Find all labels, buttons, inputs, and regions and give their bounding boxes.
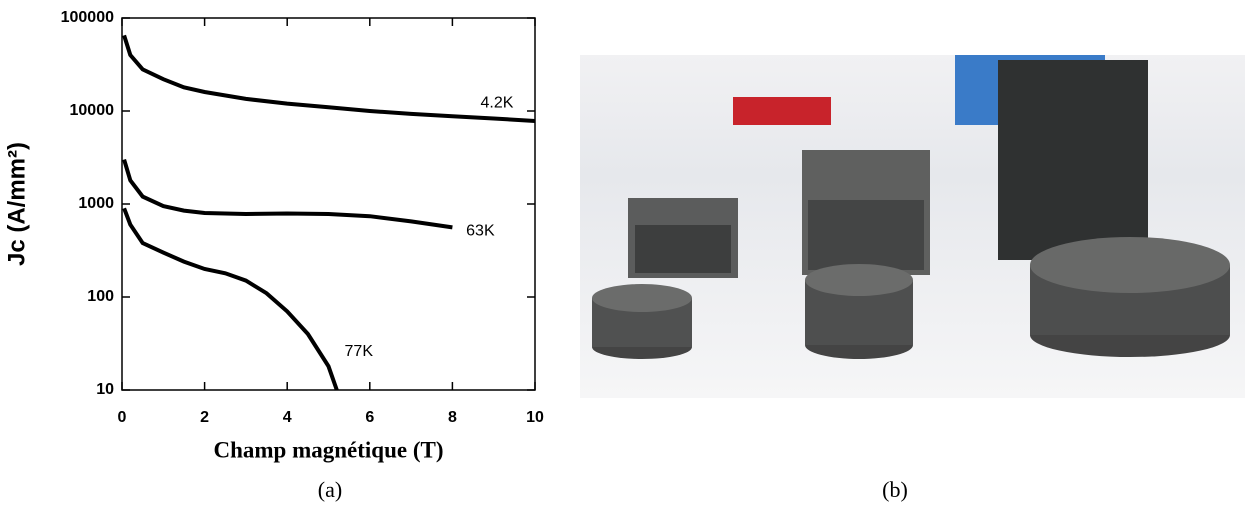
photo: [580, 55, 1245, 398]
series-label: 63K: [466, 223, 495, 240]
y-tick-label: 100: [87, 288, 114, 305]
x-tick-label: 0: [118, 409, 127, 426]
y-tick-label: 1000: [78, 195, 114, 212]
series-line: [122, 207, 339, 391]
y-tick-label: 100000: [61, 9, 114, 26]
x-axis-label: Champ magnétique (T): [213, 437, 443, 462]
y-tick-label: 10: [96, 381, 114, 398]
x-tick-label: 6: [365, 409, 374, 426]
x-tick-label: 8: [448, 409, 457, 426]
series-line: [122, 34, 536, 123]
caption: (b): [882, 477, 908, 502]
x-tick-label: 4: [283, 409, 292, 426]
series-line: [122, 159, 453, 230]
series-label: 77K: [345, 343, 374, 360]
y-axis-label: Jc (A/mm²): [3, 142, 30, 266]
x-tick-label: 2: [200, 409, 209, 426]
y-tick-label: 10000: [70, 102, 115, 119]
series-label: 4.2K: [481, 94, 514, 111]
x-tick-label: 10: [526, 409, 544, 426]
plot-frame: [121, 17, 536, 391]
caption: (a): [318, 477, 342, 502]
